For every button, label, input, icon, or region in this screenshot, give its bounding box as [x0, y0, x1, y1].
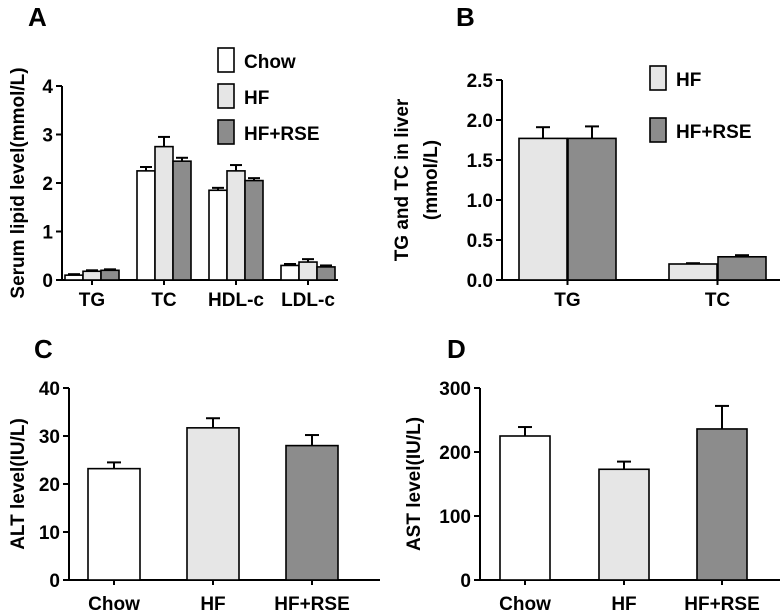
y-axis-label: Serum lipid level(mmol/L)	[8, 67, 29, 298]
panel-letter: B	[456, 2, 475, 32]
x-tick-label: TC	[705, 290, 731, 311]
bar-hf-rse-ldl-c	[316, 266, 336, 281]
x-tick-label: HF+RSE	[274, 594, 350, 615]
bar-hf	[598, 468, 650, 581]
y-axis-label: ALT level(IU/L)	[8, 418, 29, 550]
panel-a: A Serum lipid level(mmol/L) 0 1 2 3 4 TG TC HDL-c…	[8, 2, 338, 311]
x-tick-label: TG	[79, 290, 105, 311]
bar-hf-rse-tc	[717, 255, 767, 281]
y-tick-label: 2	[42, 174, 53, 195]
y-axis-label-unit: (mmol/L)	[421, 140, 442, 220]
y-tick-label: 0	[49, 571, 60, 592]
bar-hf	[186, 427, 240, 581]
x-tick-label: TC	[151, 290, 177, 311]
y-tick-label: 0.5	[467, 231, 494, 252]
legend-swatch	[649, 65, 667, 91]
panel-letter: D	[447, 334, 466, 364]
bar-chow	[87, 467, 141, 581]
bar-chow-tc	[136, 170, 156, 281]
y-tick-label: 200	[439, 443, 471, 464]
legend-label: HF+RSE	[676, 122, 752, 143]
bar-hf-rse	[696, 428, 748, 581]
panel-letter: C	[34, 334, 53, 364]
legend-swatch	[217, 47, 235, 73]
panel-c: C ALT level(IU/L) 0 10 20 30 40 Chow HF HF+RSE	[8, 334, 380, 615]
legend: HF HF+RSE	[649, 65, 752, 143]
x-tick-label: LDL-c	[281, 290, 335, 311]
x-tick-label: Chow	[88, 594, 140, 615]
y-tick-label: 2.5	[467, 71, 494, 92]
y-tick-label: 0	[460, 571, 471, 592]
x-tick-label: HF	[200, 594, 225, 615]
bar-chow	[499, 435, 551, 581]
y-tick-label: 30	[39, 427, 60, 448]
panel-d: D AST level(IU/L) 0 100 200 300 Chow HF HF+RSE	[404, 334, 780, 615]
y-tick-label: 300	[439, 379, 471, 400]
bar-hf-tg	[518, 137, 568, 281]
y-tick-label: 2.0	[467, 111, 493, 132]
bar-hf-tc	[154, 145, 174, 281]
legend-label: Chow	[244, 52, 296, 73]
y-tick-label: 3	[42, 126, 53, 147]
y-tick-label: 4	[42, 77, 53, 98]
y-tick-label: 1.0	[467, 191, 493, 212]
x-tick-label: TG	[554, 290, 580, 311]
bar-chow-hdl-c	[208, 189, 228, 281]
y-tick-label: 20	[39, 475, 60, 496]
x-tick-label: Chow	[499, 594, 551, 615]
legend-label: HF	[244, 88, 269, 109]
y-tick-label: 1	[42, 223, 53, 244]
y-tick-label: 0.0	[467, 271, 493, 292]
legend-label: HF+RSE	[244, 124, 320, 145]
bar-chow-ldl-c	[280, 264, 300, 281]
legend: Chow HF HF+RSE	[217, 47, 320, 145]
y-tick-label: 1.5	[467, 151, 494, 172]
panel-letter: A	[28, 2, 47, 32]
legend-label: HF	[676, 70, 701, 91]
legend-swatch	[217, 83, 235, 109]
bar-hf-rse-tg	[100, 269, 120, 281]
bar-hf-hdl-c	[226, 170, 246, 281]
bar-hf-rse-tg	[567, 137, 617, 281]
panel-b: B TG and TC in liver (mmol/L) 0.0 0.5 1.0 1.5 2…	[392, 2, 780, 311]
bar-hf-rse	[285, 444, 339, 581]
y-tick-label: 40	[39, 379, 60, 400]
bar-hf-ldl-c	[298, 261, 318, 281]
y-axis-label: TG and TC in liver	[392, 98, 413, 261]
bar-hf-rse-tc	[172, 160, 192, 281]
legend-swatch	[217, 119, 235, 145]
x-tick-label: HDL-c	[208, 290, 264, 311]
x-tick-label: HF+RSE	[684, 594, 760, 615]
y-axis-label: AST level(IU/L)	[404, 417, 425, 551]
bar-chow-tg	[64, 274, 84, 281]
bar-hf-rse-hdl-c	[244, 179, 264, 281]
legend-swatch	[649, 117, 667, 143]
bar-hf-tc	[668, 263, 718, 281]
bar-hf-tg	[82, 270, 102, 281]
x-tick-label: HF	[611, 594, 636, 615]
y-tick-label: 100	[439, 507, 471, 528]
y-tick-label: 0	[42, 271, 53, 292]
y-tick-label: 10	[39, 523, 60, 544]
